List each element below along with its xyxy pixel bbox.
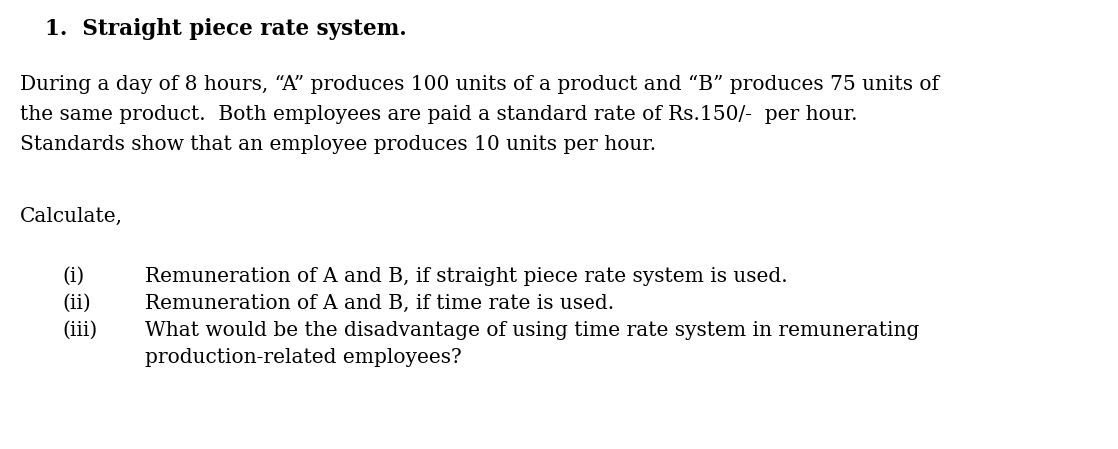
Text: 1.  Straight piece rate system.: 1. Straight piece rate system. [45,18,407,40]
Text: (iii): (iii) [61,321,97,340]
Text: Standards show that an employee produces 10 units per hour.: Standards show that an employee produces… [20,135,656,154]
Text: (i): (i) [61,267,84,286]
Text: Remuneration of A and B, if straight piece rate system is used.: Remuneration of A and B, if straight pie… [145,267,787,286]
Text: During a day of 8 hours, “A” produces 100 units of a product and “B” produces 75: During a day of 8 hours, “A” produces 10… [20,75,939,94]
Text: the same product.  Both employees are paid a standard rate of Rs.150/-  per hour: the same product. Both employees are pai… [20,105,858,124]
Text: Calculate,: Calculate, [20,207,123,226]
Text: (ii): (ii) [61,294,91,313]
Text: production-related employees?: production-related employees? [145,348,462,367]
Text: Remuneration of A and B, if time rate is used.: Remuneration of A and B, if time rate is… [145,294,614,313]
Text: What would be the disadvantage of using time rate system in remunerating: What would be the disadvantage of using … [145,321,919,340]
